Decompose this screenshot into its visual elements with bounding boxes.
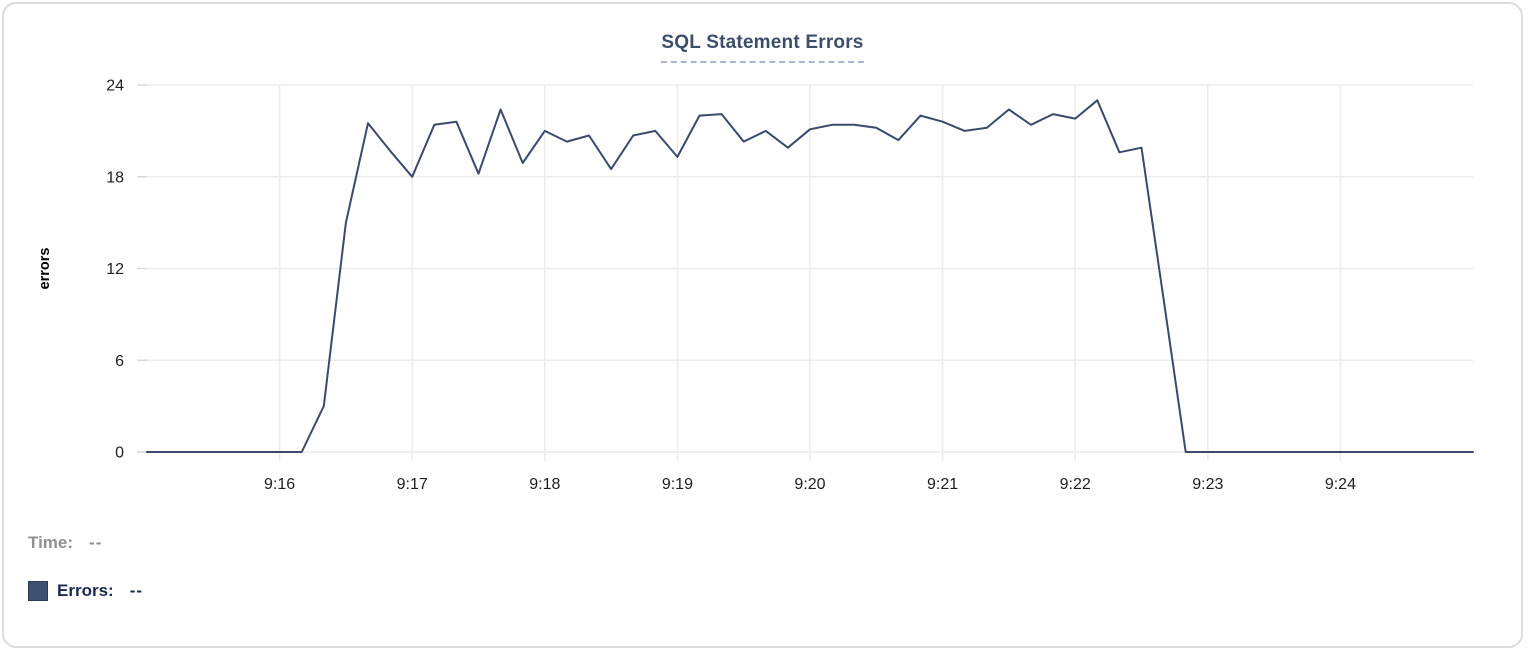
x-tick-label: 9:23: [1192, 476, 1223, 493]
y-tick-label: 12: [106, 261, 124, 278]
y-axis-title: errors: [37, 248, 53, 290]
time-readout-label: Time:: [28, 533, 74, 552]
x-tick-label: 9:20: [794, 476, 825, 493]
time-readout-value: --: [89, 533, 103, 552]
y-tick-label: 18: [106, 169, 124, 186]
y-tick-label: 0: [115, 445, 124, 462]
sql-errors-line-chart[interactable]: 0 6 12 18 24 9:16 9:17 9:18 9:19 9:20 9:21 9:22 9:23…: [4, 62, 1526, 512]
chart-header: SQL Statement Errors: [4, 32, 1521, 63]
errors-series-swatch-icon: [28, 581, 48, 601]
x-tick-label: 9:21: [927, 476, 958, 493]
x-tick-label: 9:24: [1325, 476, 1356, 493]
time-readout: Time: --: [28, 533, 102, 553]
x-tick-label: 9:19: [662, 476, 693, 493]
chart-title[interactable]: SQL Statement Errors: [661, 32, 864, 63]
x-tick-label: 9:16: [264, 476, 295, 493]
y-tick-label: 6: [115, 353, 124, 370]
errors-legend-row[interactable]: Errors: --: [28, 581, 143, 601]
errors-series-line: [146, 99, 1474, 453]
x-tick-label: 9:22: [1060, 476, 1091, 493]
x-tick-label: 9:17: [397, 476, 428, 493]
y-tick-label: 24: [106, 78, 124, 95]
errors-readout-value: --: [129, 581, 144, 600]
x-tick-label: 9:18: [529, 476, 560, 493]
errors-readout-label: Errors:: [57, 581, 114, 600]
